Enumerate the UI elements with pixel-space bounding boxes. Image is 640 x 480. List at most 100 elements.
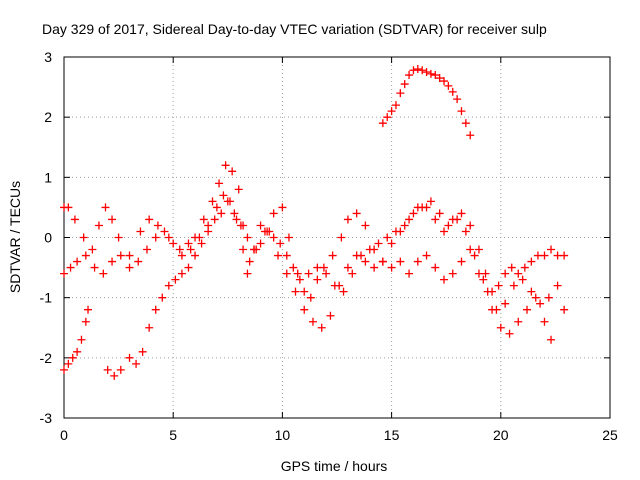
data-point: [70, 215, 79, 224]
data-point: [418, 203, 427, 212]
data-point: [300, 305, 309, 314]
data-point: [479, 275, 488, 284]
data-point: [466, 245, 475, 254]
data-point: [536, 299, 545, 308]
chart-title: Day 329 of 2017, Sidereal Day-to-day VTE…: [42, 21, 547, 37]
data-point: [470, 251, 479, 260]
data-point: [142, 245, 151, 254]
data-point: [164, 233, 173, 242]
data-point: [400, 80, 409, 89]
y-tick-label: -2: [40, 350, 53, 366]
data-point: [199, 215, 208, 224]
data-point: [66, 263, 75, 272]
data-point: [81, 251, 90, 260]
data-point: [378, 119, 387, 128]
y-tick-label: 2: [44, 109, 52, 125]
data-point: [361, 257, 370, 266]
data-point: [560, 305, 569, 314]
data-point: [326, 311, 335, 320]
data-point: [282, 251, 291, 260]
data-point: [295, 275, 304, 284]
data-point: [560, 251, 569, 260]
data-point: [239, 245, 248, 254]
data-point: [527, 257, 536, 266]
data-point: [125, 251, 134, 260]
data-point: [81, 317, 90, 326]
data-point: [547, 245, 556, 254]
axis-ticks: [63, 56, 611, 419]
data-point: [313, 275, 322, 284]
data-point: [197, 239, 206, 248]
data-point: [99, 269, 108, 278]
data-point: [250, 245, 259, 254]
data-point: [544, 293, 553, 302]
data-point: [73, 347, 82, 356]
data-point: [308, 317, 317, 326]
data-point: [444, 81, 453, 90]
y-tick-label: -1: [40, 290, 53, 306]
data-point: [101, 203, 110, 212]
data-point: [145, 323, 154, 332]
x-tick-label: 15: [384, 427, 400, 443]
data-point: [103, 365, 112, 374]
data-point: [396, 257, 405, 266]
data-point: [409, 66, 418, 75]
data-point: [110, 371, 119, 380]
data-point: [94, 221, 103, 230]
data-point: [228, 167, 237, 176]
data-point: [313, 263, 322, 272]
data-point: [177, 251, 186, 260]
data-point: [444, 221, 453, 230]
data-point: [236, 221, 245, 230]
data-point: [387, 239, 396, 248]
data-point: [291, 287, 300, 296]
data-point: [243, 269, 252, 278]
data-point: [276, 239, 285, 248]
data-point: [243, 233, 252, 242]
data-point: [396, 89, 405, 98]
data-point: [422, 68, 431, 77]
data-point: [501, 299, 510, 308]
y-tick-label: 1: [44, 169, 52, 185]
data-point: [374, 239, 383, 248]
data-point: [418, 66, 427, 75]
data-point: [256, 221, 265, 230]
data-point: [496, 323, 505, 332]
data-point: [186, 245, 195, 254]
data-point: [304, 269, 313, 278]
data-point: [483, 287, 492, 296]
data-point: [84, 305, 93, 314]
data-point: [422, 251, 431, 260]
x-axis-label: GPS time / hours: [281, 458, 388, 474]
data-point: [322, 269, 331, 278]
data-point: [217, 209, 226, 218]
data-point: [540, 317, 549, 326]
data-point: [138, 347, 147, 356]
data-point: [269, 233, 278, 242]
y-tick-label: 0: [44, 230, 52, 246]
data-point: [453, 215, 462, 224]
data-point: [343, 215, 352, 224]
data-point: [405, 71, 414, 80]
data-point: [195, 233, 204, 242]
data-point: [134, 257, 143, 266]
data-point: [77, 335, 86, 344]
data-point: [461, 227, 470, 236]
data-point: [509, 281, 518, 290]
data-point: [540, 251, 549, 260]
data-point: [466, 131, 475, 140]
data-point: [234, 185, 243, 194]
data-point: [151, 233, 160, 242]
data-point: [457, 209, 466, 218]
grid: [64, 57, 610, 418]
data-point: [330, 281, 339, 290]
data-point: [215, 179, 224, 188]
data-point: [245, 257, 254, 266]
x-tick-label: 5: [169, 427, 177, 443]
data-point: [151, 305, 160, 314]
data-point: [60, 269, 68, 278]
series-C: [60, 197, 556, 380]
data-point: [212, 203, 221, 212]
data-point: [219, 191, 228, 200]
data-point: [348, 269, 357, 278]
